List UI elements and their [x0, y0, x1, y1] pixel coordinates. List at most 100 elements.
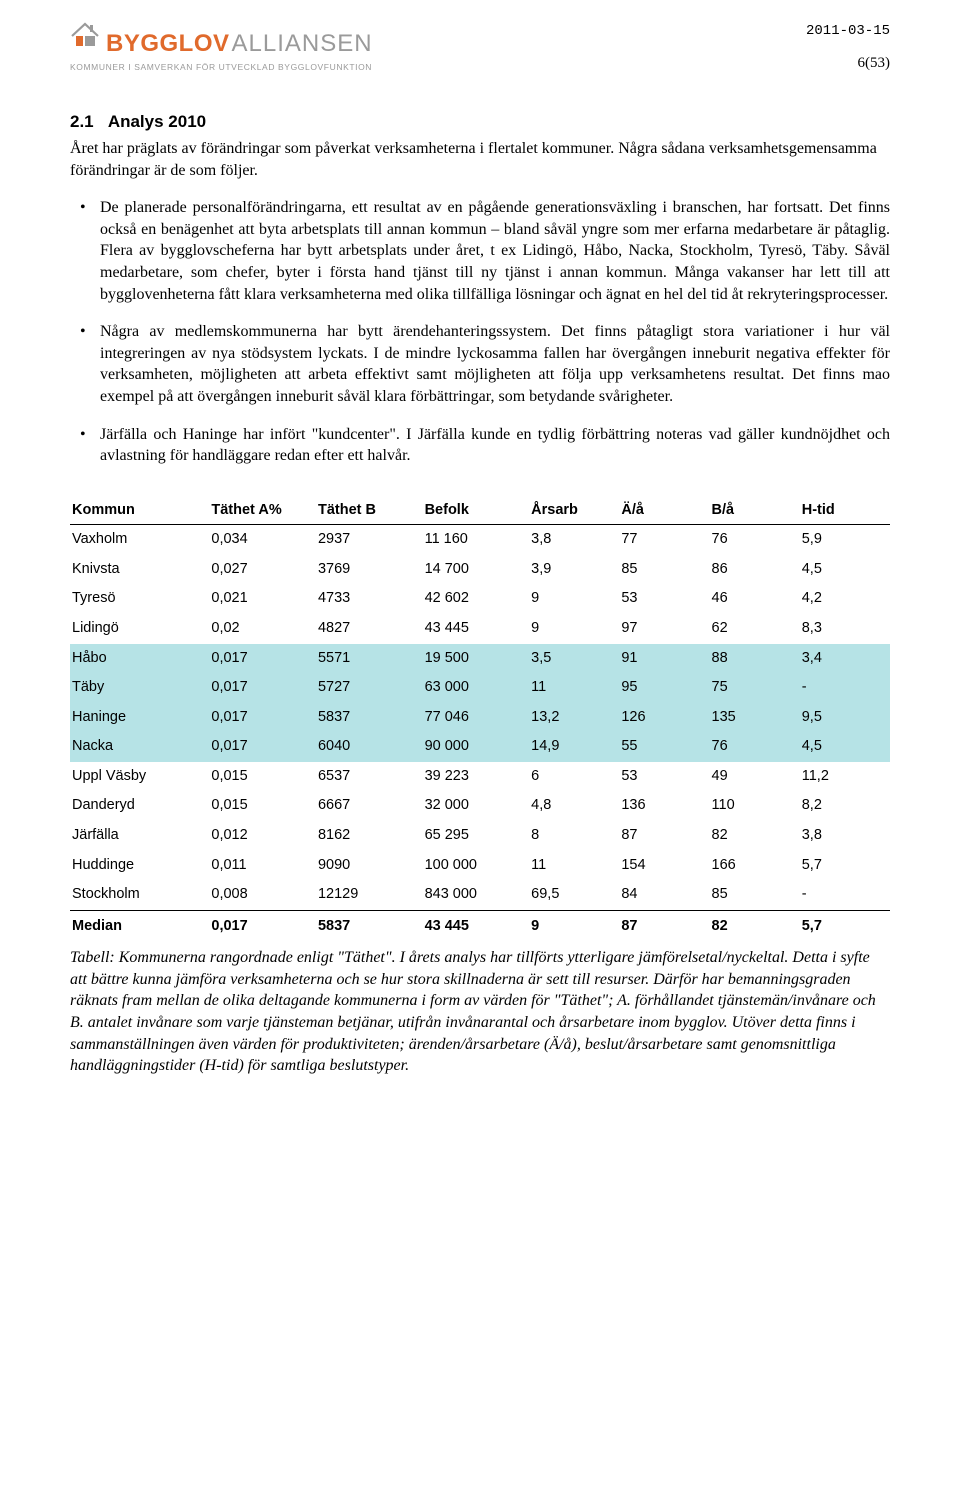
- table-cell: 0,015: [209, 791, 316, 821]
- table-cell: 4,5: [800, 732, 890, 762]
- table-cell: 4827: [316, 614, 423, 644]
- table-cell: 39 223: [423, 762, 530, 792]
- logo-subtitle: KOMMUNER I SAMVERKAN FÖR UTVECKLAD BYGGL…: [70, 62, 373, 73]
- table-cell: 3,9: [529, 555, 619, 585]
- table-cell: 136: [619, 791, 709, 821]
- bullet-item: Några av medlemskommunerna har bytt ären…: [100, 321, 890, 407]
- table-cell: 49: [710, 762, 800, 792]
- table-cell: 14,9: [529, 732, 619, 762]
- table-cell: 2937: [316, 525, 423, 555]
- table-cell: 77: [619, 525, 709, 555]
- table-cell: 0,017: [209, 644, 316, 674]
- table-cell: 14 700: [423, 555, 530, 585]
- table-cell: Median: [70, 910, 209, 941]
- table-cell: 5,7: [800, 910, 890, 941]
- table-cell: Haninge: [70, 703, 209, 733]
- table-row: Nacka0,017604090 00014,955764,5: [70, 732, 890, 762]
- table-cell: 12129: [316, 880, 423, 910]
- table-row: Vaxholm0,034293711 1603,877765,9: [70, 525, 890, 555]
- table-cell: 8,3: [800, 614, 890, 644]
- table-cell: 53: [619, 584, 709, 614]
- table-cell: 4,2: [800, 584, 890, 614]
- logo-brand-light: ALLIANSEN: [232, 28, 373, 60]
- table-cell: 0,017: [209, 732, 316, 762]
- header-right: 2011-03-15 6(53): [806, 22, 890, 73]
- table-row: Järfälla0,012816265 295887823,8: [70, 821, 890, 851]
- table-row: Tyresö0,021473342 602953464,2: [70, 584, 890, 614]
- table-cell: 77 046: [423, 703, 530, 733]
- bullet-list: De planerade personalförändringarna, ett…: [70, 197, 890, 467]
- table-cell: Håbo: [70, 644, 209, 674]
- table-row: Haninge0,017583777 04613,21261359,5: [70, 703, 890, 733]
- table-cell: Knivsta: [70, 555, 209, 585]
- table-cell: 11: [529, 851, 619, 881]
- table-cell: 126: [619, 703, 709, 733]
- table-row: Danderyd0,015666732 0004,81361108,2: [70, 791, 890, 821]
- table-header-row: KommunTäthet A%Täthet BBefolkÅrsarbÄ/åB/…: [70, 495, 890, 525]
- page-number: 6(53): [806, 53, 890, 73]
- table-cell: 0,021: [209, 584, 316, 614]
- table-cell: 3,4: [800, 644, 890, 674]
- table-row: Uppl Väsby0,015653739 2236534911,2: [70, 762, 890, 792]
- table-cell: 9: [529, 910, 619, 941]
- table-cell: Täby: [70, 673, 209, 703]
- section-number: 2.1: [70, 112, 94, 131]
- table-cell: 76: [710, 732, 800, 762]
- table-cell: 9,5: [800, 703, 890, 733]
- table-cell: 5837: [316, 910, 423, 941]
- table-cell: 87: [619, 821, 709, 851]
- table-cell: Tyresö: [70, 584, 209, 614]
- table-cell: 53: [619, 762, 709, 792]
- table-cell: 87: [619, 910, 709, 941]
- table-row: Täby0,017572763 000119575-: [70, 673, 890, 703]
- table-row: Lidingö0,02482743 445997628,3: [70, 614, 890, 644]
- table-row: Knivsta0,027376914 7003,985864,5: [70, 555, 890, 585]
- table-row: Håbo0,017557119 5003,591883,4: [70, 644, 890, 674]
- table-cell: 63 000: [423, 673, 530, 703]
- table-cell: 95: [619, 673, 709, 703]
- table-cell: Järfälla: [70, 821, 209, 851]
- table-cell: 6040: [316, 732, 423, 762]
- table-cell: 6: [529, 762, 619, 792]
- table-cell: 4,8: [529, 791, 619, 821]
- table-cell: 91: [619, 644, 709, 674]
- table-cell: Nacka: [70, 732, 209, 762]
- table-cell: 9090: [316, 851, 423, 881]
- table-cell: Vaxholm: [70, 525, 209, 555]
- table-cell: 3,8: [800, 821, 890, 851]
- table-cell: -: [800, 880, 890, 910]
- table-row: Huddinge0,0119090100 000111541665,7: [70, 851, 890, 881]
- table-cell: 0,034: [209, 525, 316, 555]
- table-cell: 85: [619, 555, 709, 585]
- table-cell: 75: [710, 673, 800, 703]
- table-cell: 3,8: [529, 525, 619, 555]
- table-cell: 4733: [316, 584, 423, 614]
- table-cell: 3769: [316, 555, 423, 585]
- table-cell: 9: [529, 584, 619, 614]
- table-cell: 32 000: [423, 791, 530, 821]
- table-cell: Danderyd: [70, 791, 209, 821]
- table-cell: 11 160: [423, 525, 530, 555]
- table-cell: 97: [619, 614, 709, 644]
- header-date: 2011-03-15: [806, 22, 890, 41]
- data-table: KommunTäthet A%Täthet BBefolkÅrsarbÄ/åB/…: [70, 495, 890, 941]
- table-cell: 5,7: [800, 851, 890, 881]
- logo-main: BYGGLOV ALLIANSEN: [70, 22, 373, 61]
- table-header-cell: Kommun: [70, 495, 209, 525]
- table-header-cell: Befolk: [423, 495, 530, 525]
- table-row: Stockholm0,00812129843 00069,58485-: [70, 880, 890, 910]
- table-cell: 5837: [316, 703, 423, 733]
- table-cell: 0,012: [209, 821, 316, 851]
- table-cell: 8,2: [800, 791, 890, 821]
- table-cell: 62: [710, 614, 800, 644]
- table-header-cell: Ä/å: [619, 495, 709, 525]
- table-caption: Tabell: Kommunerna rangordnade enligt "T…: [70, 947, 890, 1077]
- table-cell: 100 000: [423, 851, 530, 881]
- table-cell: 154: [619, 851, 709, 881]
- table-cell: 42 602: [423, 584, 530, 614]
- page-header: BYGGLOV ALLIANSEN KOMMUNER I SAMVERKAN F…: [70, 22, 890, 73]
- section-heading: 2.1 Analys 2010: [70, 111, 890, 134]
- table-cell: 6537: [316, 762, 423, 792]
- table-cell: 69,5: [529, 880, 619, 910]
- table-cell: Uppl Väsby: [70, 762, 209, 792]
